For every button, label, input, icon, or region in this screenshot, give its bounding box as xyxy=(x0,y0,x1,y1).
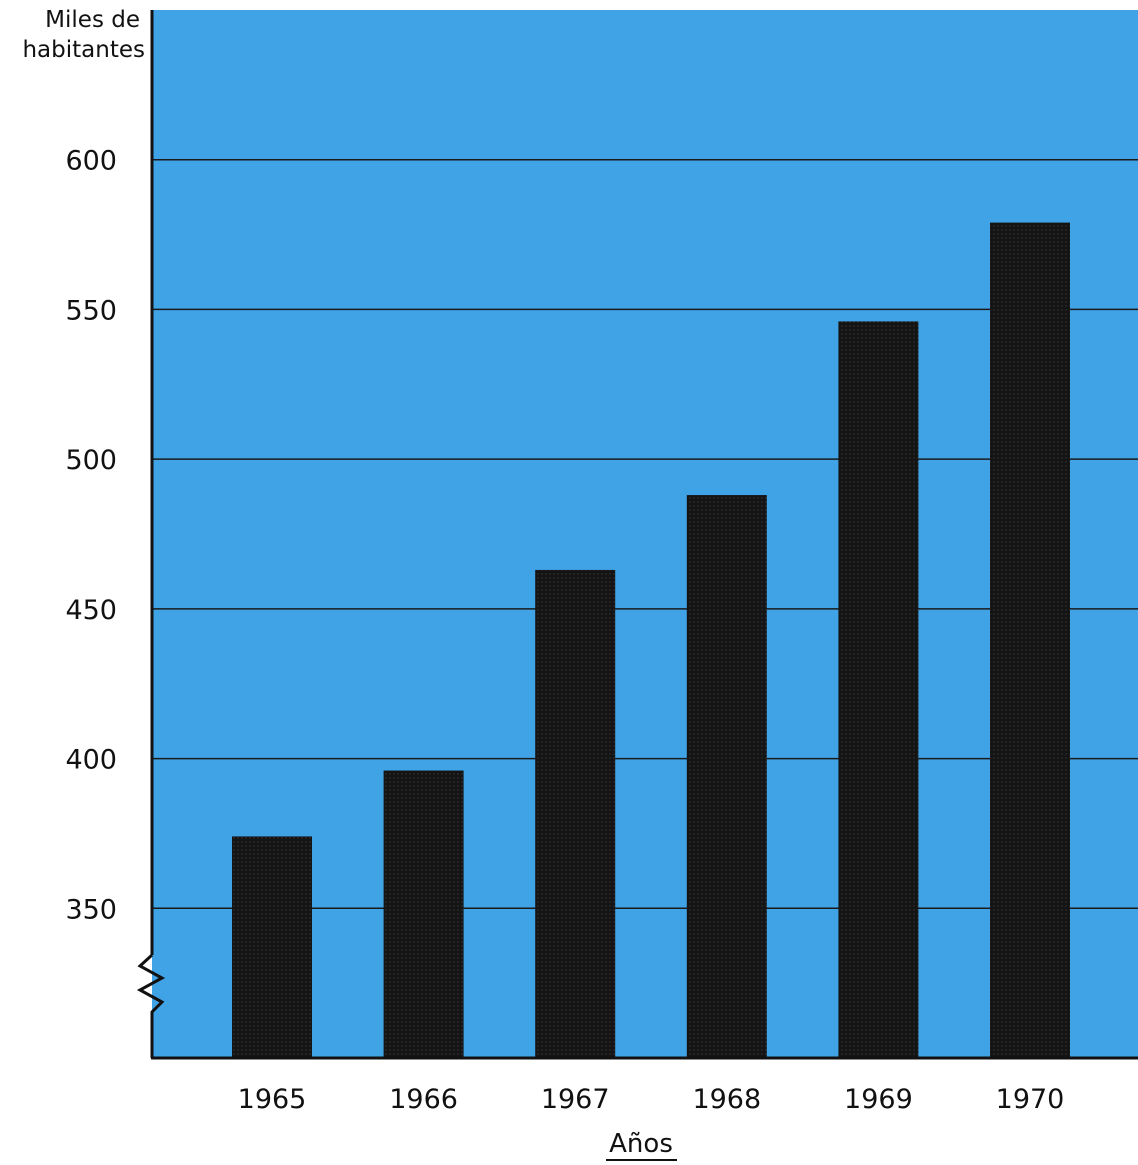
bar-1969 xyxy=(838,321,919,1058)
axes xyxy=(136,10,1138,1060)
x-tick-label: 1970 xyxy=(996,1084,1065,1115)
y-tick-labels: 350 400 450 500 550 600 xyxy=(65,146,117,926)
y-axis-label-line-2: habitantes xyxy=(22,37,145,63)
x-tick-labels: 1965 1966 1967 1968 1969 1970 xyxy=(238,1084,1065,1115)
x-tick-label: 1966 xyxy=(389,1084,458,1115)
x-axis-label: Años xyxy=(609,1129,673,1159)
axis-break-icon xyxy=(136,953,166,1058)
plot-area-background xyxy=(152,10,1138,1058)
bar-1966 xyxy=(383,770,464,1058)
bar-1970 xyxy=(990,222,1070,1058)
x-tick-label: 1969 xyxy=(844,1084,913,1115)
x-tick-label: 1967 xyxy=(541,1084,610,1115)
y-tick-label: 550 xyxy=(65,295,117,326)
y-tick-label: 500 xyxy=(65,445,117,476)
bar-1968 xyxy=(686,495,767,1058)
bars xyxy=(232,222,1070,1058)
x-tick-label: 1968 xyxy=(692,1084,761,1115)
x-tick-label: 1965 xyxy=(238,1084,307,1115)
y-axis-label-line-1: Miles de xyxy=(45,7,140,33)
gridlines xyxy=(152,158,1138,910)
y-tick-label: 400 xyxy=(65,745,117,776)
bar-1967 xyxy=(535,569,616,1058)
bar-1965 xyxy=(232,836,312,1058)
y-tick-label: 600 xyxy=(65,146,117,177)
y-tick-label: 450 xyxy=(65,595,117,626)
y-tick-label: 350 xyxy=(65,894,117,925)
